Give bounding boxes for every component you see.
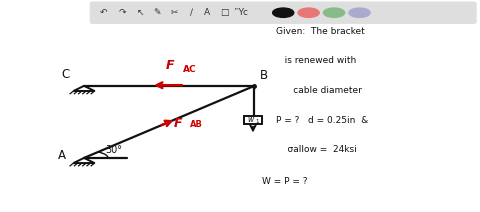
Text: is renewed with: is renewed with: [276, 56, 356, 65]
Text: A: A: [59, 149, 66, 162]
Text: 1: 1: [255, 119, 259, 124]
Circle shape: [273, 8, 294, 17]
Text: ∕: ∕: [190, 8, 192, 17]
Text: σallow =  24ksi: σallow = 24ksi: [276, 145, 357, 154]
Circle shape: [298, 8, 319, 17]
Text: ↶: ↶: [99, 8, 107, 17]
Text: P = ?   d = 0.25in  &: P = ? d = 0.25in &: [276, 116, 368, 124]
Text: Ὓc: Ὓc: [234, 8, 249, 17]
Text: cable diameter: cable diameter: [276, 86, 362, 95]
Text: ✂: ✂: [170, 8, 178, 17]
Text: F: F: [174, 117, 182, 130]
Text: □: □: [220, 8, 228, 17]
Bar: [244, 116, 262, 124]
Text: A: A: [204, 8, 210, 17]
Text: w: w: [247, 115, 254, 124]
Circle shape: [349, 8, 370, 17]
Text: Given:  The bracket: Given: The bracket: [276, 26, 365, 35]
Text: W = P = ?: W = P = ?: [262, 177, 307, 186]
Text: AB: AB: [190, 120, 203, 129]
Text: B: B: [260, 69, 268, 82]
Text: AC: AC: [183, 65, 197, 74]
Text: ↷: ↷: [119, 8, 126, 17]
Text: ✎: ✎: [154, 8, 161, 17]
FancyBboxPatch shape: [90, 1, 477, 24]
Text: F: F: [166, 59, 175, 72]
Text: C: C: [61, 68, 70, 81]
Text: ↖: ↖: [136, 8, 144, 17]
Text: 30°: 30°: [106, 145, 122, 155]
Circle shape: [324, 8, 345, 17]
